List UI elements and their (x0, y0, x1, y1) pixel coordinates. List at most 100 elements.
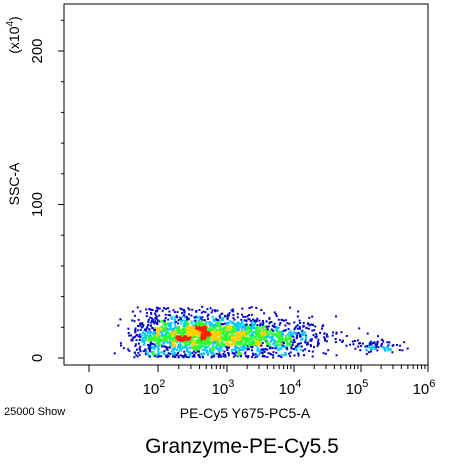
data-point (239, 338, 242, 341)
data-point (195, 315, 198, 318)
data-point (304, 337, 307, 340)
data-point (169, 353, 172, 355)
data-point (309, 339, 312, 342)
data-point (262, 322, 265, 324)
data-point (148, 337, 151, 340)
data-point (134, 343, 137, 346)
data-point (303, 354, 305, 357)
data-point (146, 326, 149, 328)
data-point (220, 341, 223, 344)
data-point (255, 332, 258, 334)
data-point (144, 353, 147, 356)
data-point (156, 334, 159, 337)
data-point (267, 342, 270, 345)
data-point (152, 332, 155, 335)
data-point (302, 324, 305, 327)
data-point (309, 344, 312, 346)
data-point (335, 354, 338, 357)
data-point (237, 347, 240, 350)
data-point (256, 324, 259, 326)
data-point (332, 331, 335, 334)
data-point (148, 328, 151, 331)
data-point (177, 328, 180, 331)
data-point (204, 349, 207, 352)
data-point (128, 349, 131, 352)
data-point (157, 351, 160, 354)
data-point (321, 325, 324, 328)
data-point (241, 330, 244, 333)
data-point (252, 320, 255, 323)
data-point (277, 337, 280, 340)
data-point (198, 350, 200, 353)
data-point (196, 339, 199, 342)
data-point (173, 311, 176, 314)
data-point (157, 319, 160, 322)
data-point (276, 346, 279, 349)
data-point (156, 321, 159, 324)
data-point (308, 316, 311, 319)
data-point (248, 307, 251, 309)
data-point (155, 306, 158, 309)
x-tick-base: 0 (85, 381, 93, 398)
data-point (250, 344, 253, 347)
data-point (168, 346, 171, 349)
data-point (164, 313, 167, 316)
data-point (200, 332, 203, 335)
data-point (260, 309, 263, 311)
data-point (247, 340, 250, 343)
x-tick-label: 106 (413, 378, 436, 398)
data-point (261, 348, 264, 351)
data-point (207, 321, 210, 324)
data-point (141, 322, 144, 325)
data-point (196, 331, 199, 334)
data-point (278, 333, 281, 336)
data-point (156, 323, 159, 326)
data-point (159, 340, 162, 343)
data-point (188, 330, 191, 333)
data-point (181, 315, 184, 318)
data-point (221, 341, 224, 344)
data-point (199, 315, 202, 318)
data-point (165, 335, 168, 338)
data-point (147, 323, 150, 326)
data-point (135, 339, 138, 342)
data-point (167, 331, 170, 334)
data-point (341, 341, 344, 343)
data-point (208, 335, 211, 338)
data-point (247, 347, 250, 350)
data-point (170, 330, 173, 333)
data-point (148, 336, 150, 339)
data-point (258, 352, 261, 355)
data-point (147, 347, 150, 350)
data-point (270, 340, 272, 343)
data-point (220, 344, 223, 347)
data-point (231, 321, 234, 324)
data-point (342, 339, 344, 342)
data-point (251, 322, 254, 325)
data-point (139, 336, 142, 338)
data-point (257, 326, 260, 329)
data-point (279, 343, 282, 346)
data-point (156, 353, 159, 356)
data-point (192, 328, 195, 331)
data-point (278, 330, 281, 333)
data-point (301, 338, 304, 341)
data-point (280, 356, 283, 359)
data-point (134, 335, 136, 338)
data-point (203, 328, 205, 331)
data-point (208, 337, 211, 340)
data-point (198, 309, 201, 311)
data-point (250, 341, 253, 344)
data-point (216, 328, 219, 331)
data-point (261, 342, 264, 344)
data-point (198, 355, 201, 358)
data-point (261, 334, 264, 337)
data-point (219, 329, 222, 332)
data-point (169, 342, 172, 345)
data-point (280, 353, 283, 356)
data-point (188, 333, 191, 336)
data-point (357, 345, 360, 348)
data-point (268, 343, 271, 346)
data-point (226, 337, 229, 340)
data-point (254, 336, 257, 339)
